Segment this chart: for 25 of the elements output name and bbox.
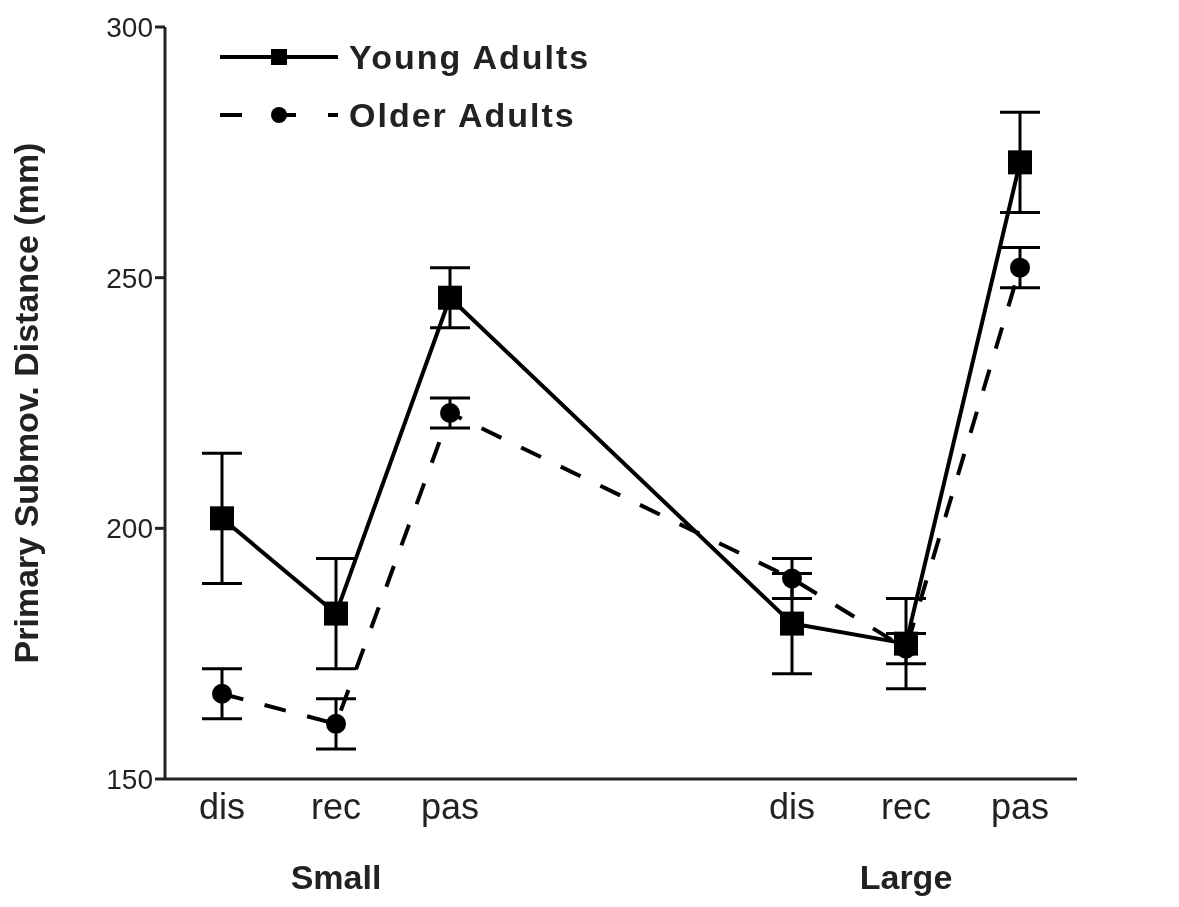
y-tick-label: 300 [106,11,153,43]
point [438,285,462,310]
x-tick-label: dis [768,786,816,827]
point [324,601,348,626]
y-axis-title: Primary Submov. Distance (mm) [7,142,45,664]
x-tick-label: dis [198,786,246,827]
point [780,611,804,636]
legend-label: Older Adults [349,95,576,135]
x-tick-label: rec [310,786,362,827]
point [440,403,460,424]
point [210,506,234,531]
point [1010,257,1030,278]
y-tick-label: 200 [106,513,153,545]
y-tick-label: 250 [106,262,153,294]
x-tick-label: pas [420,786,480,827]
x-tick-label: rec [880,786,932,827]
point [782,568,802,589]
point [326,713,346,734]
point [1008,150,1032,175]
legend-label: Young Adults [349,37,591,77]
y-tick-label: 150 [106,763,153,795]
x-tick-label: pas [990,786,1050,827]
text: Small [290,858,382,896]
point [212,683,232,704]
text: Large [859,858,953,896]
